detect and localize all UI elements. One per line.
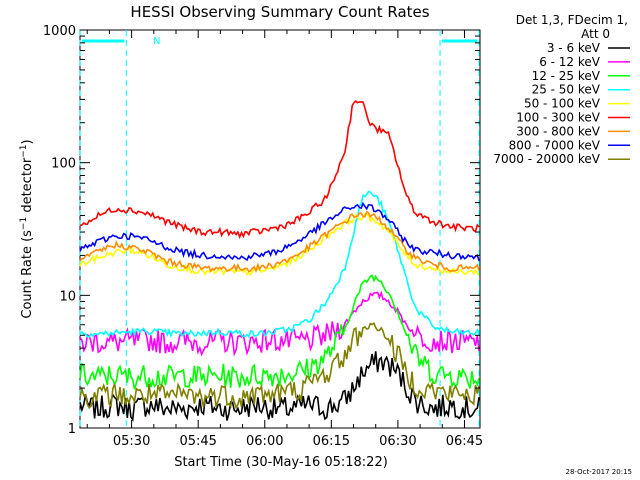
legend-label: 100 - 300 keV (516, 111, 600, 125)
x-tick-label: 06:00 (246, 434, 283, 449)
x-tick-label: 06:15 (313, 434, 350, 449)
y-tick-label: 10 (59, 289, 76, 304)
series-line (79, 351, 480, 423)
legend-label: 300 - 800 keV (516, 124, 600, 138)
series-line (79, 274, 480, 390)
series-lines (79, 100, 480, 423)
y-tick-label: 1 (68, 422, 76, 437)
y-tick-label: 100 (51, 157, 76, 172)
legend-label: 25 - 50 keV (532, 83, 601, 97)
series-line (79, 321, 480, 410)
series-line (80, 100, 480, 240)
x-tick-label: 05:45 (179, 434, 216, 449)
series-line (79, 210, 480, 274)
x-tick-label: 06:30 (379, 434, 416, 449)
x-axis-label: Start Time (30-May-16 05:18:22) (174, 455, 388, 470)
legend-header-line-2: Att 0 (581, 27, 610, 41)
series-line (79, 290, 480, 357)
legend-label: 50 - 100 keV (524, 97, 601, 111)
night-marker-label: N (153, 36, 160, 47)
legend-label: 800 - 7000 keV (509, 138, 601, 152)
timestamp: 28-Oct-2017 20:15 (566, 468, 632, 476)
legend-label: 7000 - 20000 keV (493, 152, 600, 166)
legend-label: 12 - 25 keV (532, 69, 601, 83)
legend-header-line-1: Det 1,3, FDecim 1, (516, 13, 628, 27)
legend-label: 3 - 6 keV (547, 41, 601, 55)
axes: 1 10 100 1000 05:30 05:45 06:00 06:15 06:30 06:45 (43, 24, 483, 449)
legend-label: 6 - 12 keV (539, 55, 601, 69)
series-line (79, 190, 480, 339)
y-tick-label: 1000 (43, 24, 76, 39)
x-tick-label: 06:45 (446, 434, 483, 449)
x-tick-label: 05:30 (113, 434, 150, 449)
plot-frame (79, 29, 481, 429)
series-line (79, 201, 480, 262)
chart-title: HESSI Observing Summary Count Rates (130, 3, 429, 21)
night-indicators (79, 30, 480, 428)
y-axis-label: Count Rate (s−1 detector−1) (19, 139, 35, 318)
series-line (79, 213, 480, 277)
